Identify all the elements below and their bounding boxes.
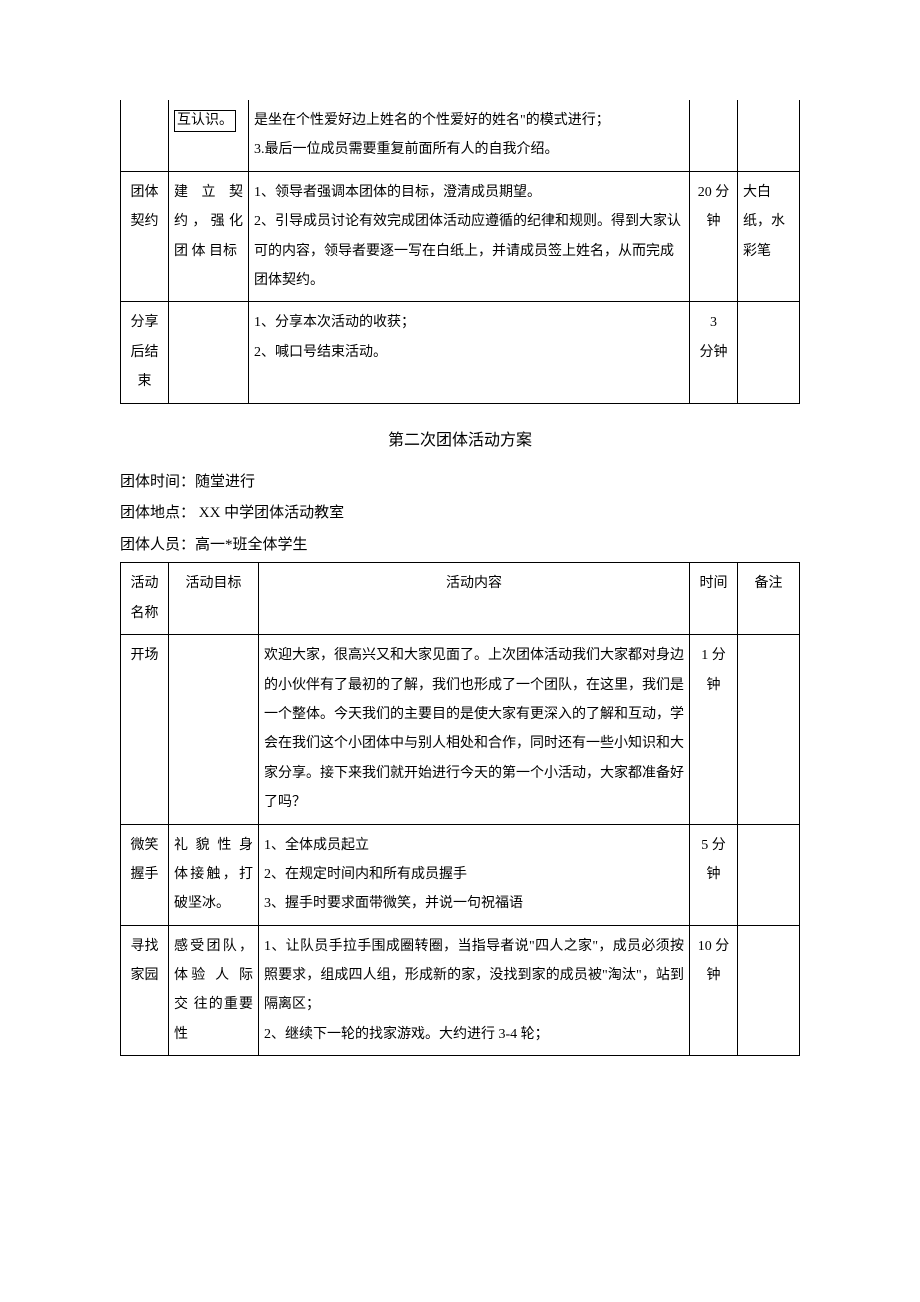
t2-r2-name: 微笑握手 — [121, 824, 169, 925]
t1-r2-name: 团体契约 — [121, 171, 169, 302]
t1-r3-content: 1、分享本次活动的收获；2、喊口号结束活动。 — [249, 302, 690, 403]
t1-r1-note — [738, 100, 800, 171]
t1-r1-content: 是坐在个性爱好边上姓名的个性爱好的姓名"的模式进行；3.最后一位成员需要重复前面… — [249, 100, 690, 171]
t2-r1-content: 欢迎大家，很高兴又和大家见面了。上次团体活动我们大家都对身边的小伙伴有了最初的了… — [259, 635, 690, 824]
meta-time: 团体时间：随堂进行 — [120, 468, 800, 497]
t1-r1-goal: 互认识。 — [169, 100, 249, 171]
t1-r1-time — [690, 100, 738, 171]
activity-table-2: 活动名称 活动目标 活动内容 时间 备注 开场 欢迎大家，很高兴又和大家见面了。… — [120, 562, 800, 1056]
t1-r3-name: 分享后结束 — [121, 302, 169, 403]
t2-h-name: 活动名称 — [121, 563, 169, 635]
t2-r3-time: 10 分钟 — [690, 925, 738, 1056]
t2-r1-note — [738, 635, 800, 824]
activity-table-1: 互认识。 是坐在个性爱好边上姓名的个性爱好的姓名"的模式进行；3.最后一位成员需… — [120, 100, 800, 404]
t2-r3-goal: 感受团队，体验 人 际 交 往的重要性 — [169, 925, 259, 1056]
section-title: 第二次团体活动方案 — [120, 426, 800, 456]
t2-r2-goal: 礼 貌 性 身 体接触，打破坚冰。 — [169, 824, 259, 925]
t1-r2-content: 1、领导者强调本团体的目标，澄清成员期望。2、引导成员讨论有效完成团体活动应遵循… — [249, 171, 690, 302]
meta-place: 团体地点： XX 中学团体活动教室 — [120, 499, 800, 528]
t1-r2-time: 20 分钟 — [690, 171, 738, 302]
t2-h-time: 时间 — [690, 563, 738, 635]
t2-h-note: 备注 — [738, 563, 800, 635]
t1-r3-note — [738, 302, 800, 403]
t2-r2-content: 1、全体成员起立2、在规定时间内和所有成员握手3、握手时要求面带微笑，并说一句祝… — [259, 824, 690, 925]
t1-r3-goal — [169, 302, 249, 403]
t2-r2-note — [738, 824, 800, 925]
t2-r3-content: 1、让队员手拉手围成圈转圈，当指导者说"四人之家"，成员必须按照要求，组成四人组… — [259, 925, 690, 1056]
meta-people: 团体人员：高一*班全体学生 — [120, 531, 800, 560]
t2-r3-note — [738, 925, 800, 1056]
t1-r3-time: 3分钟 — [690, 302, 738, 403]
t2-h-goal: 活动目标 — [169, 563, 259, 635]
boxed-text: 互认识。 — [174, 110, 236, 132]
t2-r1-name: 开场 — [121, 635, 169, 824]
t1-r2-note: 大白纸，水彩笔 — [738, 171, 800, 302]
t1-r1-name — [121, 100, 169, 171]
t1-r2-goal: 建 立 契约，强化团 体 目标 — [169, 171, 249, 302]
t2-r1-goal — [169, 635, 259, 824]
t2-h-content: 活动内容 — [259, 563, 690, 635]
t2-r1-time: 1 分钟 — [690, 635, 738, 824]
t2-r2-time: 5 分钟 — [690, 824, 738, 925]
t2-r3-name: 寻找家园 — [121, 925, 169, 1056]
